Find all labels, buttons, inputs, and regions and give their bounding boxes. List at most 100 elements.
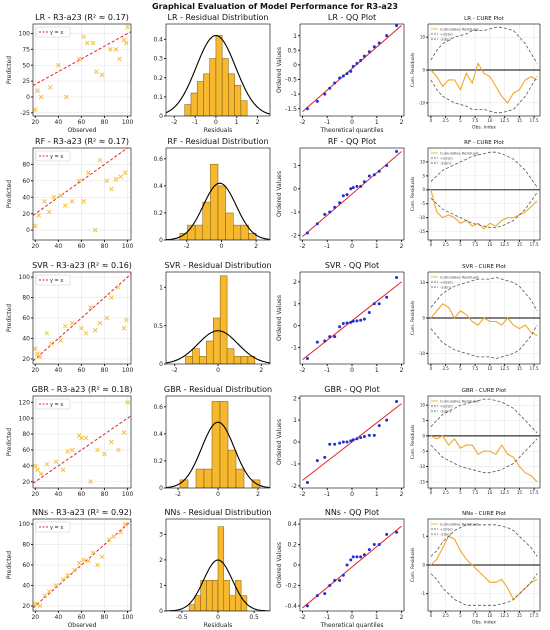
lr-scatter-point bbox=[64, 94, 69, 100]
lr-qq-panel: -2 -1 0 1 2 -1.5 -1 -0.5 0 0.5 1 LR - QQ Plot Theore… bbox=[276, 13, 405, 134]
svr-scatter-point bbox=[109, 295, 114, 300]
nns-qq-xtick-label: 2 bbox=[400, 614, 404, 621]
svr-scatter-point-stroke bbox=[44, 330, 50, 336]
svr-qq-point bbox=[328, 335, 332, 339]
gbr-scatter-legend-box bbox=[35, 398, 71, 410]
svr-qq-point bbox=[333, 335, 337, 339]
nns-qq-panel: -2 -1 0 1 2 -0.4 -0.2 0 0.2 0.4 NNs - QQ Plot Theor… bbox=[276, 508, 405, 629]
rf-cure-xtick-label: 0 bbox=[430, 242, 433, 247]
rf-qq-xtick-label: 2 bbox=[400, 243, 404, 250]
svr-scatter-xtick-label: 40 bbox=[55, 367, 63, 374]
lr-scatter-point bbox=[124, 40, 129, 46]
nns-qq-xtick-label: -1 bbox=[324, 614, 330, 621]
lr-scatter-legend-label: y = x bbox=[50, 30, 63, 36]
svr-hist-xtick-label: 0 bbox=[216, 367, 220, 374]
lr-scatter-point-stroke bbox=[94, 69, 99, 74]
nns-scatter-point bbox=[111, 534, 117, 539]
gbr-qq-point bbox=[305, 481, 309, 485]
gbr-scatter-point-stroke bbox=[79, 435, 84, 441]
gbr-qq-point bbox=[338, 441, 342, 445]
nns-scatter-ytick-label: 40 bbox=[22, 583, 30, 590]
lr-qq-point bbox=[345, 72, 349, 76]
svr-scatter-point bbox=[44, 330, 50, 336]
gbr-scatter-ytick-label: 60 bbox=[22, 447, 30, 454]
gbr-scatter-point bbox=[125, 399, 130, 405]
nns-scatter-point-stroke bbox=[72, 567, 77, 573]
nns-cure-upper-band bbox=[430, 524, 538, 557]
lr-scatter-xtick-label: 40 bbox=[55, 119, 63, 126]
gbr-cure-frame bbox=[427, 395, 541, 489]
lr-scatter-point-stroke bbox=[125, 24, 130, 30]
gbr-cure-upper-band bbox=[430, 398, 538, 434]
lr-scatter-ytick-label: 50 bbox=[22, 62, 30, 69]
nns-cure-legend-label: Cumulative Residuals bbox=[440, 523, 479, 527]
rf-scatter-point-stroke bbox=[113, 176, 119, 182]
lr-scatter-point-stroke bbox=[124, 40, 129, 46]
gbr-scatter-series bbox=[33, 399, 131, 485]
gbr-hist-ytick-label: 0.4 bbox=[153, 431, 163, 438]
rf-cure-frame bbox=[427, 147, 541, 241]
lr-hist-ytick-label: 0 bbox=[159, 113, 163, 120]
nns-cure-ytick-label: -1 bbox=[421, 591, 425, 596]
svr-hist-bar bbox=[219, 275, 228, 364]
svr-qq-xtick-label: -1 bbox=[324, 367, 330, 374]
lr-hist-bar bbox=[234, 85, 242, 116]
lr-cure-title: LR - CURE Plot bbox=[464, 16, 504, 22]
svr-hist-bar bbox=[233, 356, 242, 364]
nns-qq-xtick-label: -2 bbox=[299, 614, 305, 621]
rf-qq-point bbox=[359, 184, 363, 188]
gbr-scatter-point bbox=[88, 479, 94, 485]
lr-scatter-point bbox=[76, 56, 82, 62]
svr-qq-point bbox=[315, 340, 319, 344]
rf-qq-ytick-label: 0 bbox=[293, 186, 297, 193]
lr-scatter-xtick-label: 80 bbox=[101, 119, 109, 126]
svr-scatter-point-stroke bbox=[58, 338, 64, 343]
svr-scatter-ytick-label: 80 bbox=[22, 295, 30, 302]
gbr-qq-point bbox=[345, 440, 349, 444]
gbr-scatter-legend: y = x bbox=[35, 398, 71, 410]
svr-scatter-point bbox=[35, 351, 40, 357]
nns-scatter-xlabel: Observed bbox=[68, 622, 97, 629]
rf-scatter-ytick-label: 0 bbox=[26, 227, 30, 234]
gbr-hist-panel: -2 0 2 0 0.2 0.4 0.6 GBR - Residual Distributio… bbox=[153, 385, 272, 498]
gbr-hist-ytick-label: 0.6 bbox=[153, 404, 163, 411]
lr-cure-xlabel: Obs. index bbox=[472, 125, 496, 131]
nns-scatter-point-stroke bbox=[99, 554, 105, 560]
rf-hist-normal-curve bbox=[166, 182, 270, 240]
rf-qq-point bbox=[362, 180, 366, 184]
svr-qq-ytick-label: -1 bbox=[291, 345, 297, 352]
svr-scatter-legend-box bbox=[35, 274, 71, 286]
rf-qq-ytick-label: 1 bbox=[293, 163, 297, 170]
rf-scatter-plot-area bbox=[33, 148, 131, 240]
gbr-hist-bar bbox=[235, 468, 245, 488]
svr-scatter-point bbox=[62, 323, 68, 329]
gbr-scatter-point bbox=[33, 463, 38, 469]
gbr-qq-xtick-label: 1 bbox=[375, 491, 379, 498]
svr-cure-xtick-label: 15 bbox=[517, 366, 523, 371]
gbr-scatter-point-stroke bbox=[53, 459, 59, 465]
rf-scatter-identity-line bbox=[33, 148, 129, 216]
gbr-hist-bar bbox=[179, 479, 189, 488]
rf-scatter-point-stroke bbox=[69, 199, 75, 204]
lr-qq-point bbox=[355, 61, 359, 65]
gbr-qq-point bbox=[333, 442, 337, 446]
rf-scatter-point bbox=[33, 223, 38, 229]
svr-hist-bar bbox=[212, 317, 221, 364]
nns-cure-xtick-label: 12.5 bbox=[500, 613, 509, 618]
gbr-qq-point bbox=[315, 459, 319, 463]
gbr-hist-bar bbox=[203, 468, 213, 488]
lr-scatter-xtick-label: 100 bbox=[122, 119, 134, 126]
lr-scatter-point bbox=[94, 69, 99, 74]
nns-scatter-point bbox=[81, 557, 87, 563]
lr-qq-point bbox=[385, 34, 389, 38]
gbr-cure-xtick-label: 0 bbox=[430, 490, 433, 495]
lr-qq-title: LR - QQ Plot bbox=[328, 13, 376, 22]
rf-cure-ytick-label: 10 bbox=[420, 159, 426, 164]
rf-cure-legend-label: -2σ(n) bbox=[440, 162, 452, 166]
nns-scatter-legend-label: y = x bbox=[50, 525, 63, 531]
lr-scatter-point-stroke bbox=[38, 94, 44, 100]
svr-scatter-legend-label: y = x bbox=[50, 278, 63, 284]
svr-hist-ytick-label: 1 bbox=[159, 284, 163, 291]
